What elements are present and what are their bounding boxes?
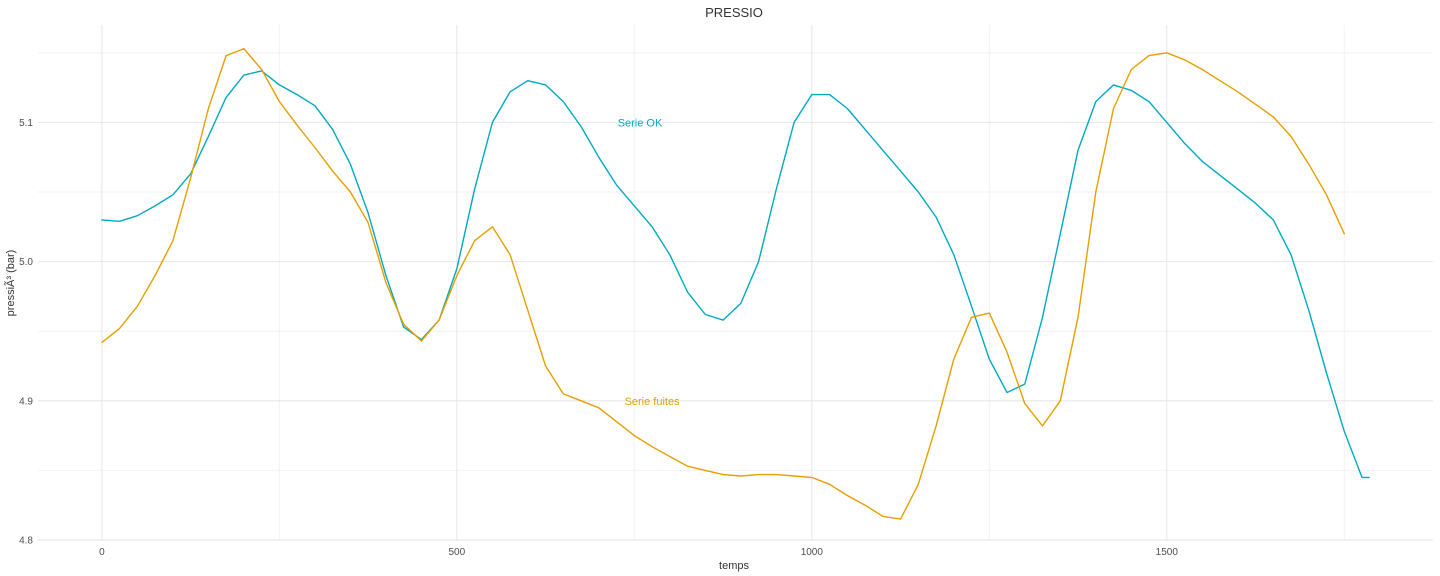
y-tick-label: 4.8 [19,536,33,547]
x-tick-label: 0 [99,547,105,558]
y-tick-label: 5.0 [19,257,33,268]
y-axis-title: pressiÃ³ (bar) [4,250,17,317]
x-tick-label: 1000 [801,547,824,558]
series-labels: Serie OK Serie fuites [618,117,680,407]
series-line-2 [101,48,1346,520]
gridlines [38,25,1433,541]
series-lines [101,48,1370,520]
series-label-2: Serie fuites [625,396,681,408]
y-tick-label: 5.1 [19,118,33,129]
x-tick-label: 500 [449,547,466,558]
tick-labels: 0 500 1000 1500 4.8 4.9 5.0 5.1 [19,118,1178,558]
x-tick-label: 1500 [1156,547,1179,558]
x-axis-title: temps [719,560,749,572]
series-line-1 [101,70,1370,479]
y-tick-label: 4.9 [19,396,33,407]
chart-title: PRESSIO [705,5,763,20]
series-label-1: Serie OK [618,117,663,129]
